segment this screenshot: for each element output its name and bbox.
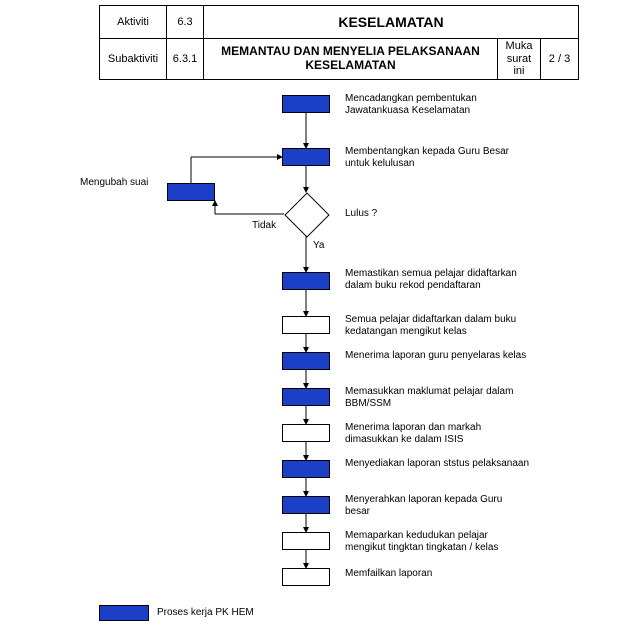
step-6-box (282, 388, 330, 406)
step-9-box (282, 496, 330, 514)
step-4-box (282, 316, 330, 334)
modify-box (167, 183, 215, 201)
legend-text: Proses kerja PK HEM (157, 607, 254, 618)
step-7-text: Menerima laporan dan markah dimasukkan k… (345, 422, 530, 446)
legend-box (99, 605, 149, 621)
step-3-box (282, 272, 330, 290)
step-8-box (282, 460, 330, 478)
step-2-text: Membentangkan kepada Guru Besar untuk ke… (345, 146, 530, 170)
step-11-text: Memfailkan laporan (345, 568, 530, 580)
step-6-text: Memasukkan maklumat pelajar dalam BBM/SS… (345, 386, 530, 410)
page: Aktiviti 6.3 KESELAMATAN Subaktiviti 6.3… (0, 0, 638, 630)
modify-label: Mengubah suai (80, 177, 150, 188)
step-7-box (282, 424, 330, 442)
step-8-text: Menyediakan laporan ststus pelaksanaan (345, 458, 530, 470)
decision-text: Lulus ? (345, 208, 377, 219)
step-1-text: Mencadangkan pembentukan Jawatankuasa Ke… (345, 93, 530, 117)
step-1-box (282, 95, 330, 113)
step-2-box (282, 148, 330, 166)
step-11-box (282, 568, 330, 586)
step-9-text: Menyerahkan laporan kepada Guru besar (345, 494, 530, 518)
step-5-box (282, 352, 330, 370)
step-10-box (282, 532, 330, 550)
tidak-label: Tidak (252, 220, 276, 231)
step-4-text: Semua pelajar didaftarkan dalam buku ked… (345, 314, 530, 338)
step-5-text: Menerima laporan guru penyelaras kelas (345, 350, 530, 362)
step-10-text: Memaparkan kedudukan pelajar mengikut ti… (345, 530, 530, 554)
ya-label: Ya (313, 240, 325, 251)
step-3-text: Memastikan semua pelajar didaftarkan dal… (345, 268, 530, 292)
